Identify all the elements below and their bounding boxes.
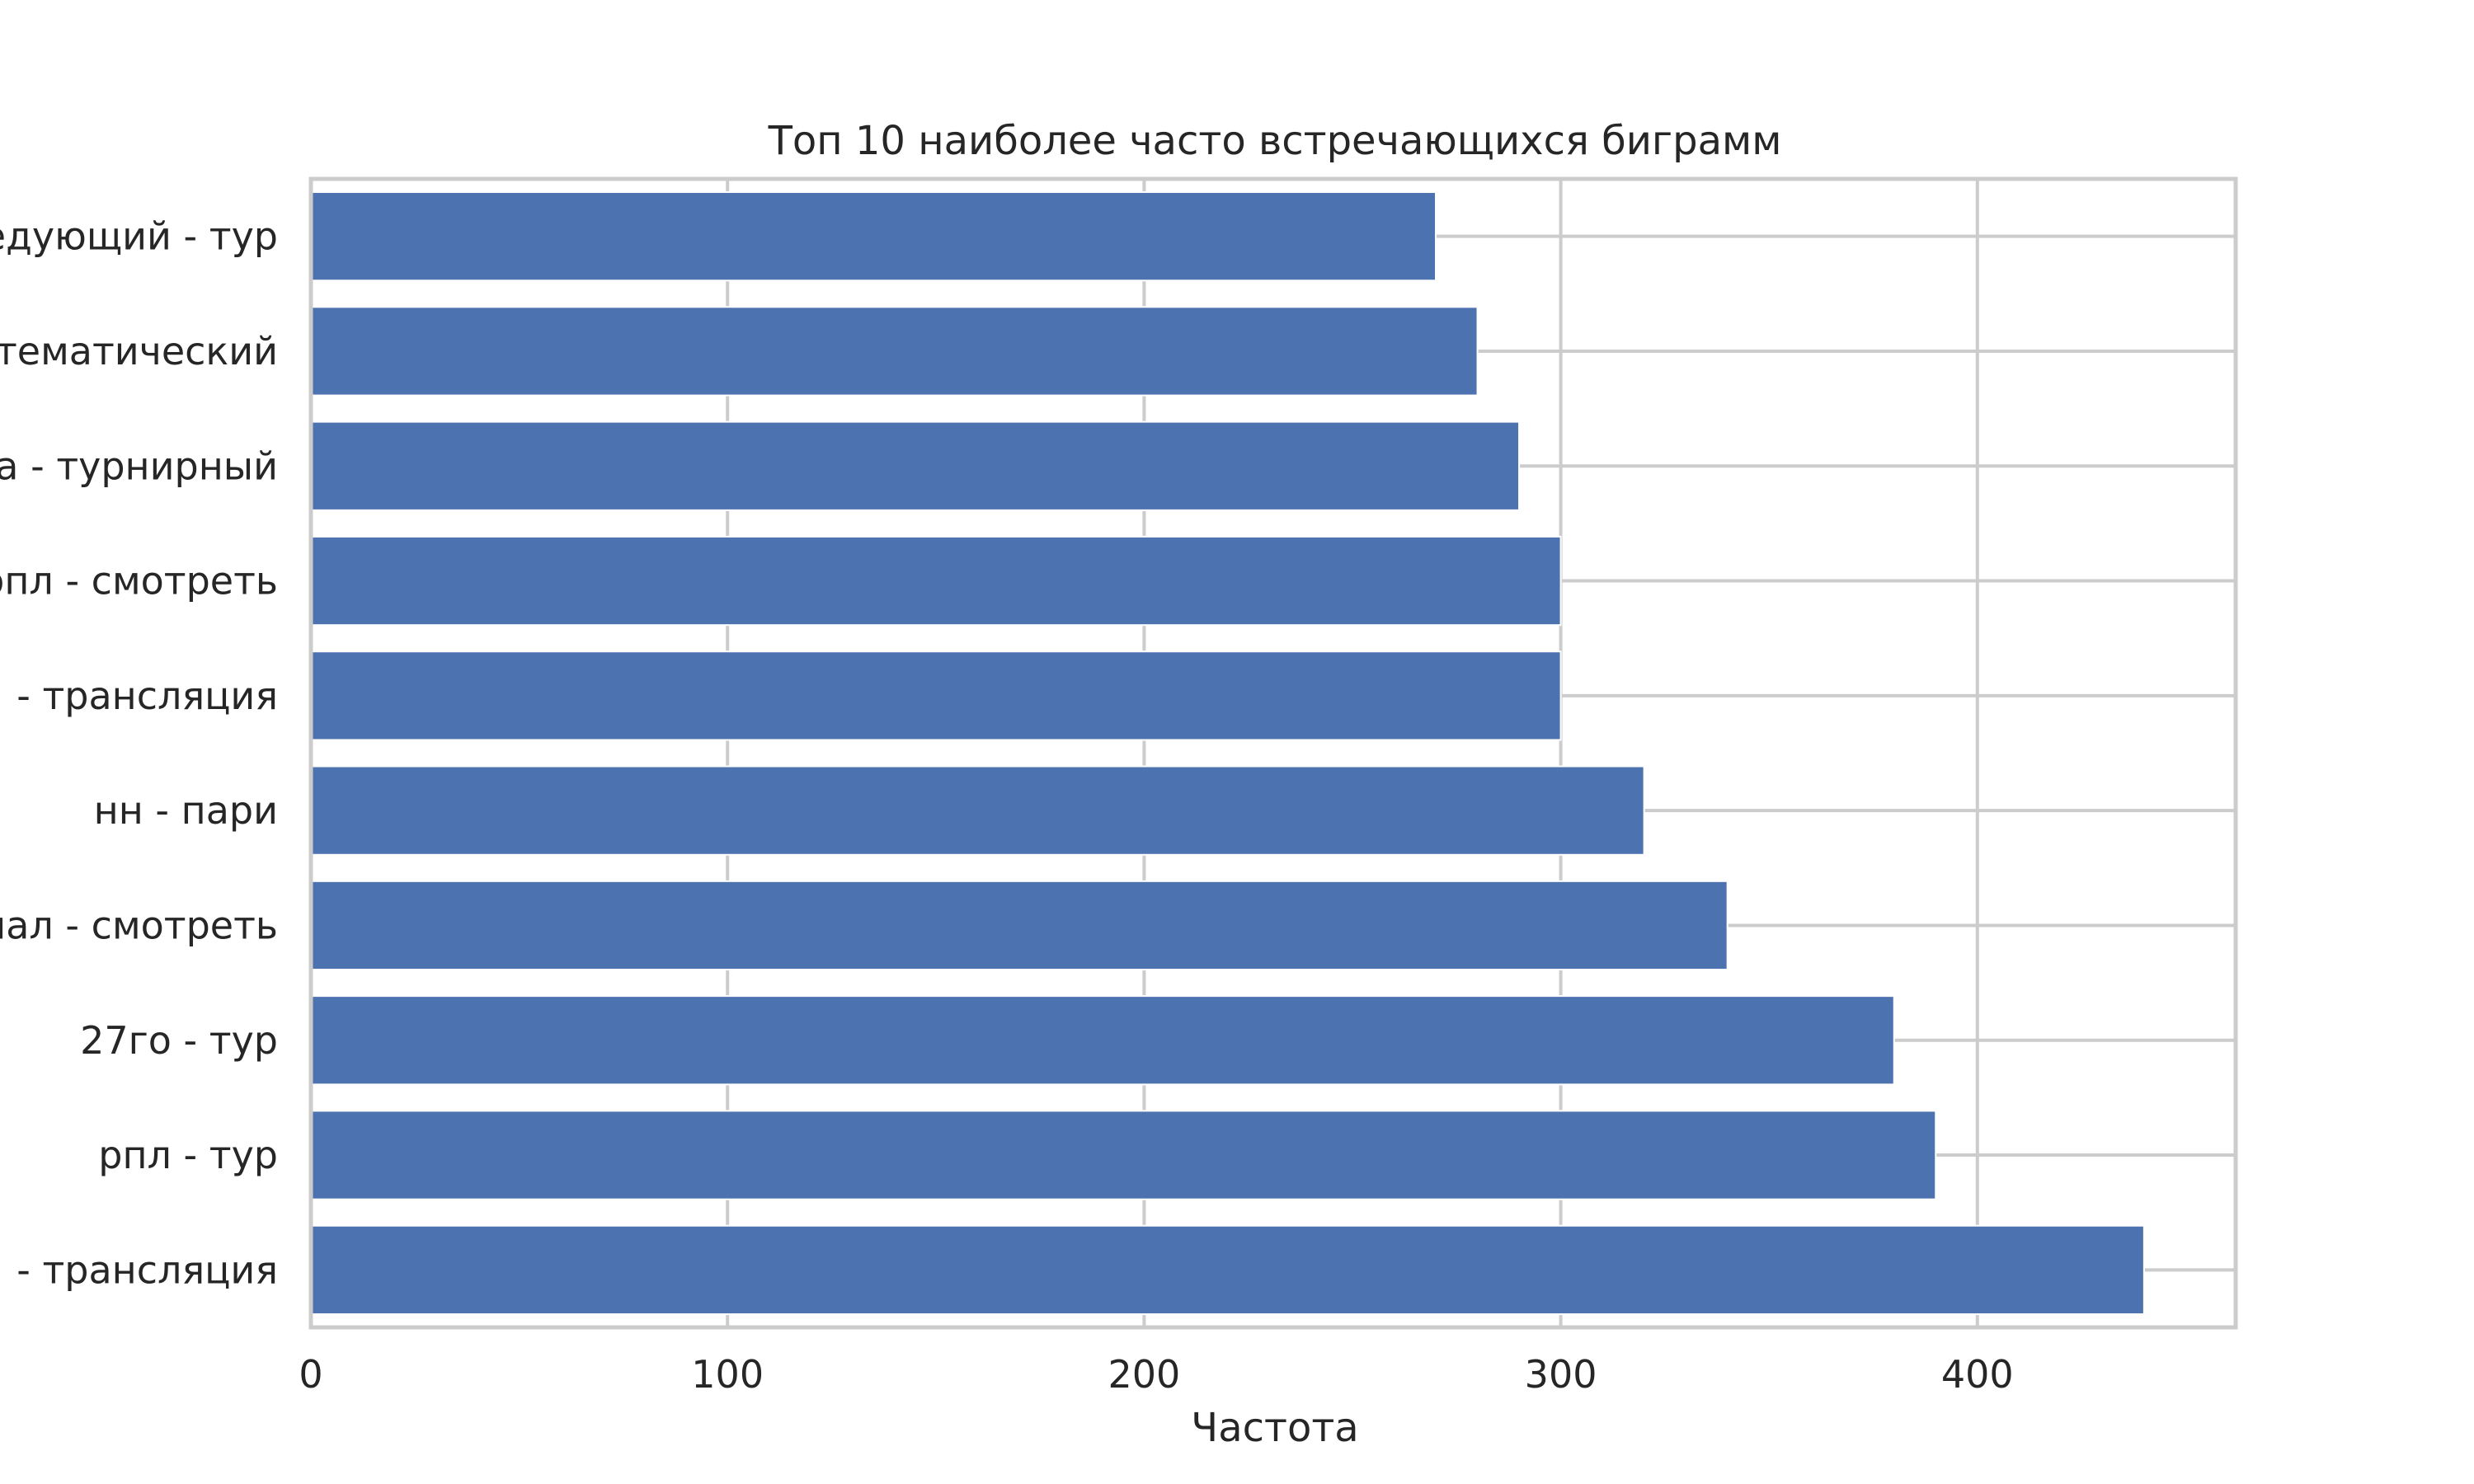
- chart-title: Топ 10 наиболее часто встречающихся бигр…: [768, 118, 1782, 164]
- y-tick-label-1: тематический: [0, 329, 278, 373]
- x-tick-label-0: 0: [299, 1352, 322, 1397]
- x-tick-label-3: 300: [1525, 1352, 1597, 1397]
- bar-4: [310, 650, 1562, 741]
- bar-9: [310, 1224, 2145, 1315]
- x-tick-label-1: 100: [691, 1352, 764, 1397]
- bar-6: [310, 880, 1729, 971]
- y-tick-label-5: нн - пари: [94, 788, 278, 833]
- x-axis-label: Частота: [1191, 1405, 1358, 1451]
- plot-frame: [308, 176, 2238, 1330]
- axes-spines: [308, 176, 2238, 1330]
- x-tick-label-2: 200: [1108, 1352, 1180, 1397]
- bar-7: [310, 995, 1895, 1086]
- y-tick-label-3: рпл - смотреть: [0, 559, 278, 603]
- y-tick-label-9: - трансляция: [16, 1247, 278, 1292]
- y-tick-label-7: 27го - тур: [80, 1018, 278, 1063]
- bars: [310, 191, 2145, 1315]
- y-tick-labels: следующий - тур тематический а - турнирный…: [0, 214, 278, 1293]
- y-tick-label-2: а - турнирный: [0, 444, 278, 488]
- x-tick-label-4: 400: [1941, 1352, 2014, 1397]
- bar-3: [310, 535, 1562, 627]
- bar-2: [310, 420, 1521, 511]
- bar-0: [310, 191, 1437, 282]
- y-tick-label-4: - трансляция: [16, 674, 278, 718]
- bar-5: [310, 765, 1645, 856]
- x-tick-labels: 0 100 200 300 400: [299, 1352, 2013, 1397]
- bar-1: [310, 306, 1479, 397]
- y-tick-label-0: следующий - тур: [0, 214, 278, 259]
- y-tick-label-8: рпл - тур: [98, 1133, 278, 1177]
- bar-8: [310, 1110, 1937, 1200]
- y-tick-label-6: нал - смотреть: [0, 903, 278, 947]
